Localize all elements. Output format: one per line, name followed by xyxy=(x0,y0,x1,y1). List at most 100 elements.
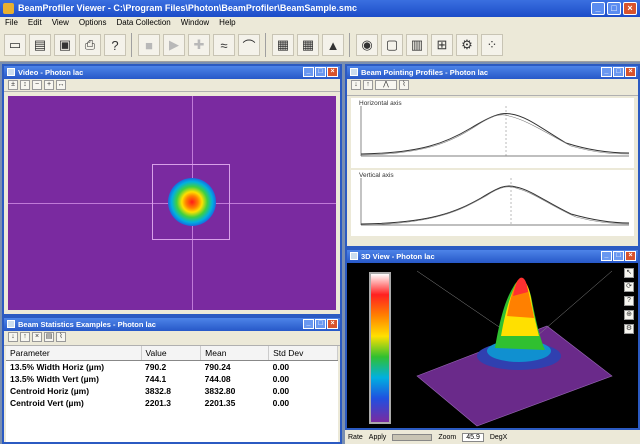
stats-tool-3[interactable]: × xyxy=(32,332,42,342)
menu-data-collection[interactable]: Data Collection xyxy=(116,18,171,27)
profiles-tool-3[interactable]: ⌇ xyxy=(399,80,409,90)
toolbar: ▭ ▤ ▣ ⎙? ■ ▶ ✚ ≈ ⌒ ▦ ▦ ▲ ◉ ▢ ▥ ⊞ ⚙ ⁘ xyxy=(0,29,640,62)
3d-icon[interactable]: ▲ xyxy=(322,34,344,56)
maximize-button[interactable]: □ xyxy=(607,2,621,15)
grid-icon[interactable]: ▦ xyxy=(272,34,294,56)
profile-icon[interactable]: ≈ xyxy=(213,34,235,56)
close-button[interactable]: × xyxy=(623,2,637,15)
table-row: 13.5% Width Horiz (µm) 790.2 790.24 0.00 xyxy=(6,361,338,374)
stats-close-button[interactable]: × xyxy=(327,319,338,329)
table-cell: 0.00 xyxy=(272,374,290,384)
menu-view[interactable]: View xyxy=(51,18,69,27)
table-cell: 3832.8 xyxy=(145,386,171,396)
globe-icon[interactable]: ◉ xyxy=(356,34,378,56)
rate-label: Rate xyxy=(348,433,363,441)
zoom-field[interactable]: 45.9 xyxy=(462,432,484,442)
view3d-help-icon[interactable]: ? xyxy=(624,296,634,306)
menu-window[interactable]: Window xyxy=(180,18,210,27)
view3d-window: 3D View - Photon lac _ □ × ↖ ⟳ ? ⊕ ⚙ xyxy=(345,248,640,430)
play-icon[interactable]: ▶ xyxy=(163,34,185,56)
status-bar: Rate Apply Zoom 45.9 DegX xyxy=(345,430,640,444)
beam-image[interactable] xyxy=(8,96,336,310)
stats-window: Beam Statistics Examples - Photon lac _ □… xyxy=(2,316,342,444)
col-parameter[interactable]: Parameter xyxy=(6,346,142,361)
table-row: 13.5% Width Vert (µm) 744.1 744.08 0.00 xyxy=(6,373,338,385)
scatter-icon[interactable]: ⁘ xyxy=(481,34,503,56)
table-cell: 2201.3 xyxy=(145,398,171,408)
table-cell: 13.5% Width Horiz (µm) xyxy=(10,362,105,372)
horizontal-profile-plot: Horizontal axis xyxy=(351,98,634,168)
new-icon[interactable]: ▭ xyxy=(4,34,26,56)
stats-maximize-button[interactable]: □ xyxy=(315,319,326,329)
profiles-window-title: Beam Pointing Profiles - Photon lac xyxy=(361,68,489,77)
profiles-tool-1[interactable]: ↓ xyxy=(351,80,361,90)
beam-3d-surface[interactable] xyxy=(397,266,617,428)
stats-minimize-button[interactable]: _ xyxy=(303,319,314,329)
app-titlebar: BeamProfiler Viewer - C:\Program Files\P… xyxy=(0,0,640,17)
video-minimize-button[interactable]: _ xyxy=(303,67,314,77)
stats-tool-2[interactable]: ↑ xyxy=(20,332,30,342)
open-icon[interactable]: ▤ xyxy=(29,34,51,56)
menu-edit[interactable]: Edit xyxy=(27,18,42,27)
minimize-button[interactable]: _ xyxy=(591,2,605,15)
video-tool-pan[interactable]: ↔ xyxy=(56,80,66,90)
view3d-maximize-button[interactable]: □ xyxy=(613,251,624,261)
app-icon xyxy=(3,3,14,14)
stats-tool-1[interactable]: ↓ xyxy=(8,332,18,342)
vertical-profile-chart xyxy=(360,178,630,226)
table-row: Centroid Vert (µm) 2201.3 2201.35 0.00 xyxy=(6,397,338,409)
view3d-settings-icon[interactable]: ⚙ xyxy=(624,324,634,334)
view3d-close-button[interactable]: × xyxy=(625,251,636,261)
vertical-profile-label: Vertical axis xyxy=(359,172,394,179)
image-icon[interactable]: ▢ xyxy=(381,34,403,56)
vertical-profile-plot: Vertical axis xyxy=(351,170,634,236)
stats-tool-5[interactable]: ⌇ xyxy=(56,332,66,342)
color-scale xyxy=(369,272,391,424)
table-cell: 13.5% Width Vert (µm) xyxy=(10,374,99,384)
settings-icon[interactable]: ⚙ xyxy=(456,34,478,56)
profiles-minimize-button[interactable]: _ xyxy=(601,67,612,77)
print-icon[interactable]: ⎙ xyxy=(79,34,101,56)
video-close-button[interactable]: × xyxy=(327,67,338,77)
toolbar-separator xyxy=(349,33,351,57)
video-tool-fit[interactable]: ↕ xyxy=(20,80,30,90)
profiles-close-button[interactable]: × xyxy=(625,67,636,77)
table-cell: Centroid Vert (µm) xyxy=(10,398,84,408)
table-cell: 790.24 xyxy=(204,362,231,372)
video-window-title: Video - Photon lac xyxy=(18,68,84,77)
help-icon[interactable]: ? xyxy=(104,34,126,56)
table-cell: 0.00 xyxy=(272,386,290,396)
video-tool-out[interactable]: − xyxy=(32,80,42,90)
video-maximize-button[interactable]: □ xyxy=(315,67,326,77)
table-cell: 0.00 xyxy=(272,362,290,372)
col-mean[interactable]: Mean xyxy=(200,346,270,361)
grid2-icon[interactable]: ▦ xyxy=(297,34,319,56)
view3d-rotate-icon[interactable]: ⟳ xyxy=(624,282,634,292)
roi-box[interactable] xyxy=(152,164,230,240)
profiles-maximize-button[interactable]: □ xyxy=(613,67,624,77)
view3d-pointer-icon[interactable]: ↖ xyxy=(624,268,634,278)
menu-file[interactable]: File xyxy=(5,18,18,27)
table-cell: 2201.35 xyxy=(204,398,236,408)
crosshair-icon[interactable]: ✚ xyxy=(188,34,210,56)
video-tool-zoom[interactable]: ± xyxy=(8,80,18,90)
view3d-zoom-icon[interactable]: ⊕ xyxy=(624,310,634,320)
table-cell: 790.2 xyxy=(145,362,167,372)
profiles-tool-shape[interactable]: ⋀ xyxy=(375,80,397,90)
col-std-dev[interactable]: Std Dev xyxy=(268,346,338,361)
stop-icon[interactable]: ■ xyxy=(138,34,160,56)
beam-icon[interactable]: ⌒ xyxy=(238,34,260,56)
layout-icon[interactable]: ⊞ xyxy=(431,34,453,56)
menu-help[interactable]: Help xyxy=(219,18,236,27)
chart-icon[interactable]: ▥ xyxy=(406,34,428,56)
save-icon[interactable]: ▣ xyxy=(54,34,76,56)
stats-tool-4[interactable]: ▤ xyxy=(44,332,54,342)
toolbar-separator xyxy=(131,33,133,57)
menu-options[interactable]: Options xyxy=(78,18,107,27)
col-value[interactable]: Value xyxy=(141,346,202,361)
rate-slider[interactable] xyxy=(392,433,433,441)
view3d-minimize-button[interactable]: _ xyxy=(601,251,612,261)
profiles-tool-2[interactable]: ↑ xyxy=(363,80,373,90)
view3d-side-toolbar: ↖ ⟳ ? ⊕ ⚙ xyxy=(622,268,636,334)
video-tool-in[interactable]: + xyxy=(44,80,54,90)
